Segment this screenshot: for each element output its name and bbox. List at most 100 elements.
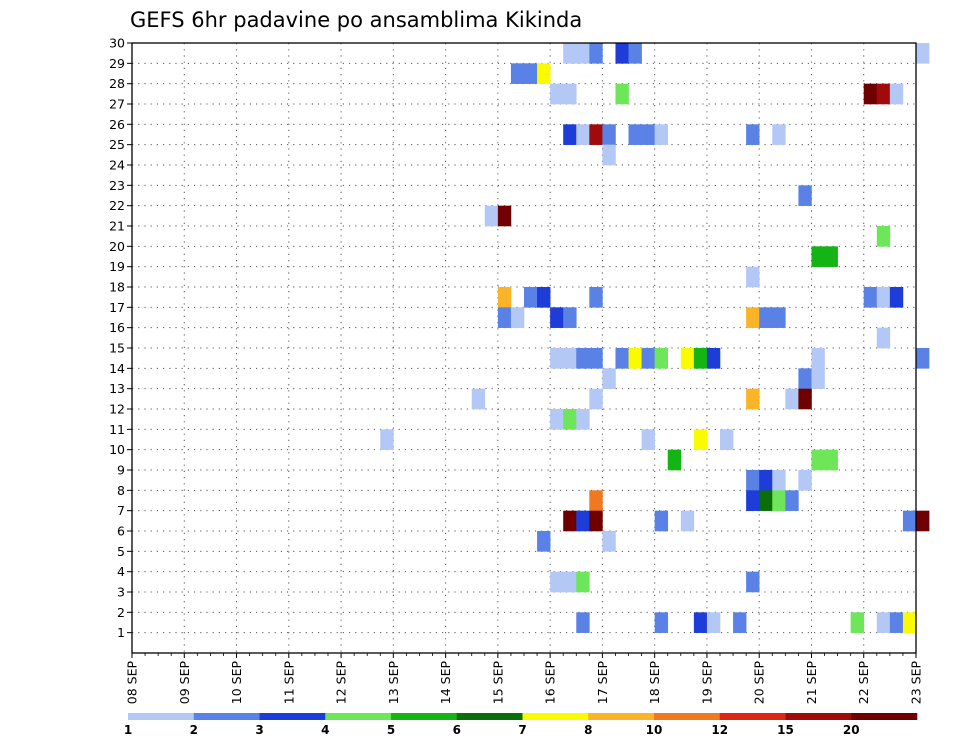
precip-cell: [589, 510, 603, 532]
y-tick-label: 21: [109, 219, 125, 234]
precip-cell: [811, 368, 825, 389]
precip-cell: [576, 348, 590, 369]
precip-cell: [733, 612, 747, 633]
precip-cell: [654, 348, 669, 369]
precip-cell: [602, 144, 616, 166]
legend-swatch: [193, 713, 260, 720]
precip-cell: [654, 124, 669, 145]
y-tick-label: 11: [109, 422, 125, 437]
y-tick-label: 24: [109, 158, 125, 173]
y-tick-label: 1: [117, 625, 125, 640]
y-tick-label: 17: [109, 300, 125, 315]
legend-label: 6: [453, 723, 461, 737]
y-tick-label: 26: [109, 117, 125, 132]
legend-swatch: [128, 713, 195, 720]
legend-label: 1: [124, 723, 132, 737]
precip-cell: [654, 510, 669, 532]
precip-cell: [785, 388, 799, 410]
legend-label: 7: [518, 723, 526, 737]
y-tick-label: 27: [109, 97, 125, 112]
precip-cell: [916, 348, 930, 369]
precip-cell: [563, 307, 577, 328]
y-axis-ticks: 1234567891011121314151617181920212223242…: [109, 36, 132, 640]
x-tick-label: 21 SEP: [804, 661, 819, 705]
y-tick-label: 23: [109, 178, 125, 193]
x-tick-label: 09 SEP: [177, 661, 192, 705]
y-tick-label: 15: [109, 341, 125, 356]
precip-cell: [889, 83, 904, 105]
precip-cell: [693, 429, 708, 450]
legend-swatch: [719, 713, 786, 720]
y-tick-label: 6: [117, 524, 125, 539]
precip-cell: [471, 388, 486, 410]
precip-cell: [641, 348, 655, 369]
precip-cell: [563, 83, 577, 105]
x-tick-label: 13 SEP: [386, 661, 401, 705]
legend-label: 10: [646, 723, 663, 737]
precip-cell: [550, 348, 564, 369]
precip-cell: [641, 429, 655, 450]
precip-cell: [720, 429, 734, 450]
precip-cell: [824, 246, 838, 267]
plot-frame: [131, 42, 917, 654]
precip-cell: [916, 43, 930, 64]
legend-swatch: [522, 713, 589, 720]
y-tick-label: 28: [109, 76, 125, 91]
legend-label: 5: [387, 723, 395, 737]
legend-swatch: [259, 713, 326, 720]
legend-label: 12: [711, 723, 728, 737]
y-tick-label: 4: [117, 564, 125, 579]
precip-cell: [798, 470, 812, 491]
x-tick-label: 22 SEP: [856, 661, 871, 705]
precip-cell: [798, 388, 812, 410]
x-tick-label: 10 SEP: [229, 661, 244, 705]
precip-cell: [550, 409, 564, 430]
precip-cell: [537, 287, 551, 308]
precip-cell: [746, 388, 760, 410]
precip-cell: [576, 409, 590, 430]
precip-cell: [811, 449, 825, 471]
precip-cell: [589, 348, 603, 369]
precip-cell: [628, 43, 642, 64]
precip-cell: [537, 63, 551, 84]
y-tick-label: 2: [117, 605, 125, 620]
precip-cell: [576, 510, 590, 532]
precip-cell: [811, 246, 825, 267]
precip-cell: [563, 409, 577, 430]
precip-cell: [563, 124, 577, 145]
legend-swatch: [785, 713, 852, 720]
x-tick-label: 08 SEP: [125, 661, 140, 705]
precip-cell: [889, 287, 904, 308]
legend-label: 4: [321, 723, 329, 737]
precip-cell: [759, 470, 773, 491]
y-tick-label: 22: [109, 198, 125, 213]
precip-cell: [576, 124, 590, 145]
precip-cell: [602, 124, 616, 145]
precip-cell: [772, 490, 786, 511]
precip-cell: [589, 490, 603, 511]
precip-cell: [772, 470, 786, 491]
precip-cell: [824, 449, 838, 471]
y-tick-label: 8: [117, 483, 125, 498]
precip-cell: [693, 612, 708, 633]
precip-cell: [654, 612, 669, 633]
precip-cell: [863, 83, 878, 105]
y-tick-label: 29: [109, 56, 125, 71]
precip-cell: [576, 571, 590, 593]
chart-title: GEFS 6hr padavine po ansamblima Kikinda: [130, 8, 582, 32]
precip-cell: [902, 510, 917, 532]
y-tick-label: 25: [109, 137, 125, 152]
precip-cell: [550, 571, 564, 593]
precip-cell: [706, 612, 721, 633]
y-tick-label: 20: [109, 239, 125, 254]
y-tick-label: 5: [117, 544, 125, 559]
precip-cell: [798, 368, 812, 389]
precip-cell: [863, 287, 878, 308]
precip-cell: [510, 307, 525, 328]
precip-cell: [850, 612, 865, 633]
y-tick-label: 12: [109, 402, 125, 417]
precip-cell: [615, 43, 629, 64]
precip-cell: [537, 531, 551, 552]
legend-swatch: [588, 713, 655, 720]
precip-cell: [602, 368, 616, 389]
